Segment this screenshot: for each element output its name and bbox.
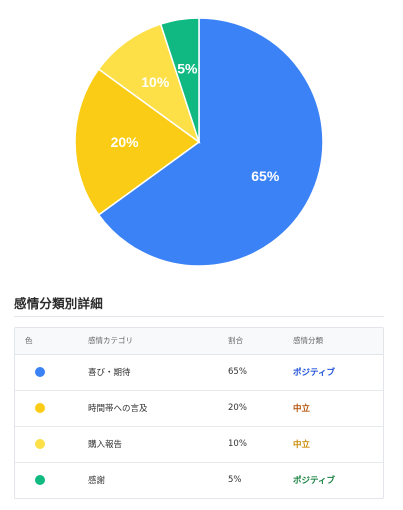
row-percent: 5% bbox=[228, 461, 293, 498]
row-classification: ポジティブ bbox=[293, 476, 335, 487]
row-classification: 中立 bbox=[293, 404, 311, 414]
slice-1 bbox=[97, 17, 324, 267]
row-percent: 65% bbox=[228, 367, 247, 377]
row-category: 喜び・期待 bbox=[88, 368, 131, 378]
slice-3-label: 10% bbox=[141, 74, 170, 90]
row-percent: 20% bbox=[228, 389, 293, 426]
pie-chart: 65% 20% 10% 5% bbox=[74, 17, 324, 267]
header-color: 色 bbox=[15, 328, 70, 355]
table-header-row: 色 感情カテゴリ 割合 感情分類 bbox=[15, 328, 383, 355]
row-category: 購入報告 bbox=[70, 425, 228, 462]
row-classification: 中立 bbox=[293, 440, 311, 450]
color-dot-icon bbox=[35, 366, 45, 377]
pie-chart-svg: 65% 20% 10% 5% bbox=[74, 17, 324, 267]
table-row: 感謝 5% ポジティブ bbox=[15, 461, 383, 498]
row-classification: ポジティブ bbox=[293, 368, 335, 378]
section-title: 感情分類別詳細 bbox=[14, 296, 103, 311]
color-dot-icon bbox=[35, 475, 45, 485]
color-dot-icon bbox=[35, 402, 45, 413]
sentiment-table: 色 感情カテゴリ 割合 感情分類 喜び・期待 65% ポジティブ 時間帯への言及… bbox=[14, 327, 384, 499]
slice-2 bbox=[74, 68, 201, 216]
row-category: 時間帯への言及 bbox=[70, 389, 228, 426]
slice-4 bbox=[159, 17, 200, 143]
slice-4-label: 5% bbox=[177, 61, 198, 77]
row-percent: 10% bbox=[228, 425, 293, 462]
table-row: 時間帯への言及 20% 中立 bbox=[15, 389, 383, 426]
slice-1-label: 65% bbox=[251, 168, 280, 184]
slice-2-label: 20% bbox=[111, 134, 140, 150]
section-divider bbox=[14, 316, 384, 317]
row-category: 感謝 bbox=[70, 461, 228, 498]
header-classification: 感情分類 bbox=[293, 328, 383, 355]
table-row: 喜び・期待 65% ポジティブ bbox=[15, 354, 383, 390]
slice-3 bbox=[97, 23, 201, 144]
table-row: 購入報告 10% 中立 bbox=[15, 425, 383, 462]
header-category: 感情カテゴリ bbox=[70, 328, 228, 355]
color-dot-icon bbox=[35, 438, 45, 449]
header-percent: 割合 bbox=[228, 328, 293, 355]
